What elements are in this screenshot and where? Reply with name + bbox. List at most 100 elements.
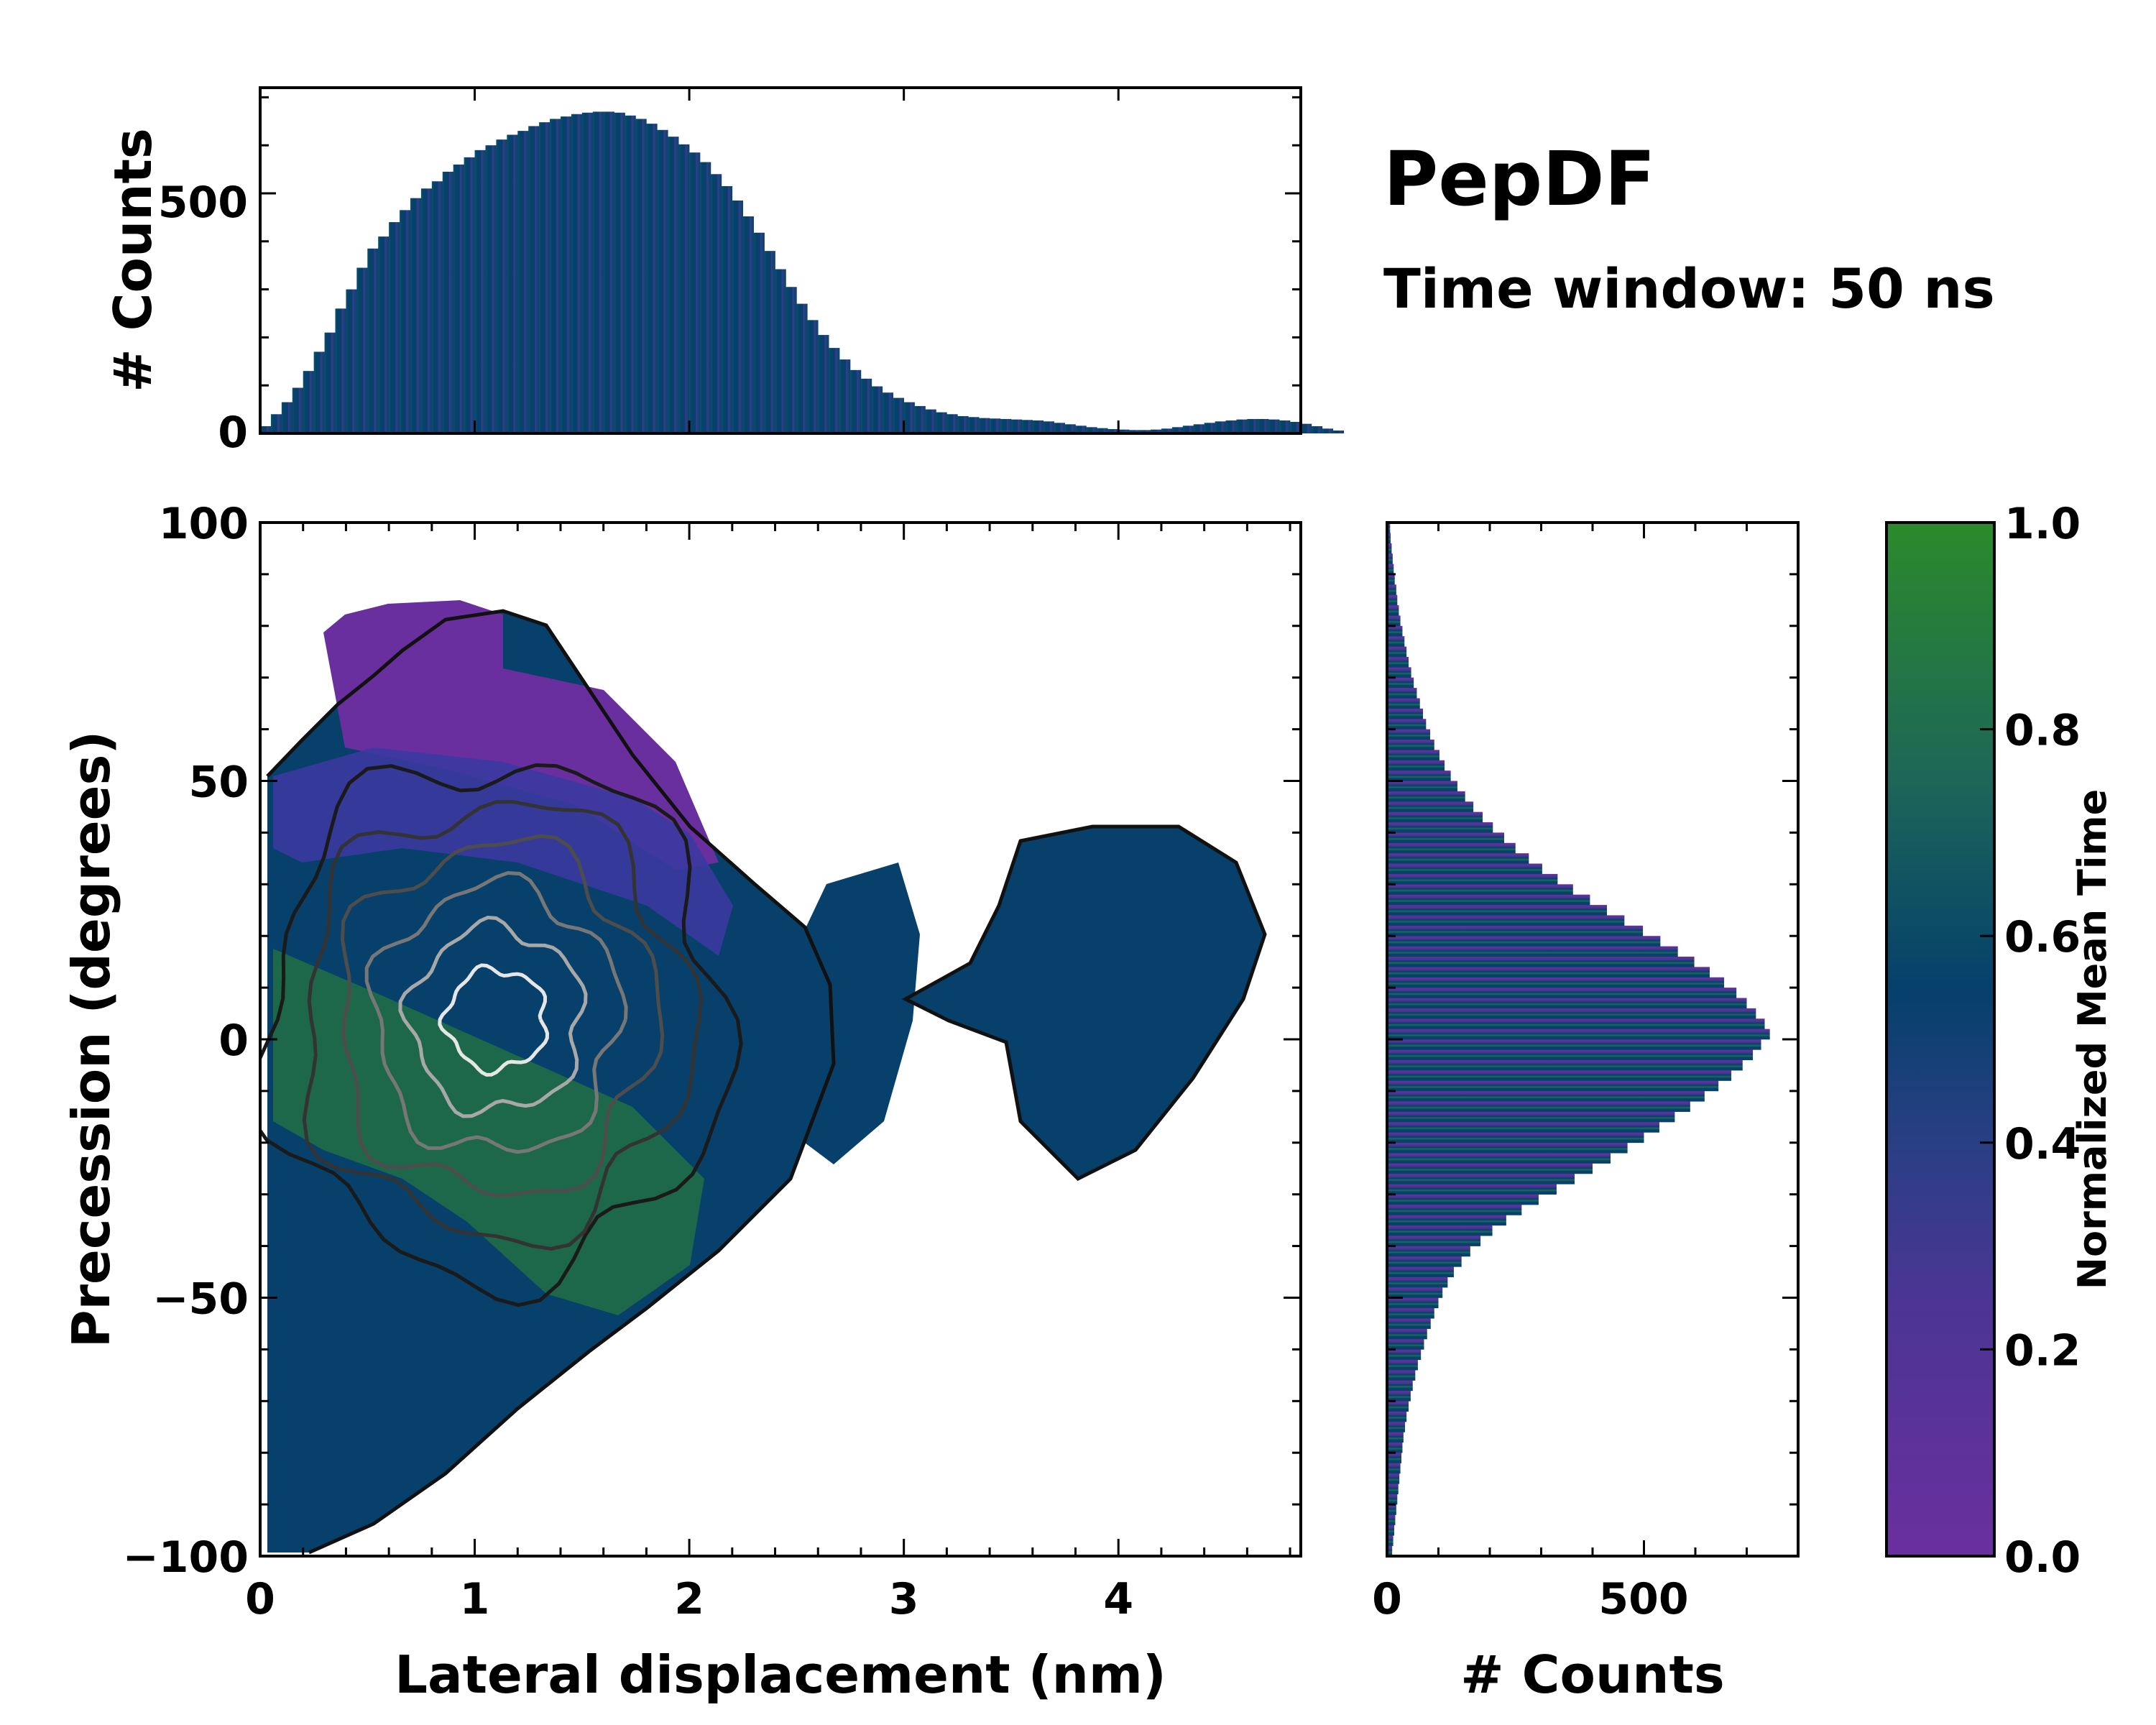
- top-histogram-bar: [1171, 427, 1184, 433]
- right-histogram-bar: [1387, 1514, 1396, 1526]
- top-histogram-bar: [860, 378, 872, 433]
- main-xtick-label: 1: [460, 1574, 490, 1624]
- right-histogram-bar: [1387, 1236, 1481, 1246]
- right-histogram-bar: [1387, 1246, 1470, 1257]
- outer-contour-far-lobe: [901, 824, 1267, 1182]
- right-histogram-bar: [1387, 543, 1392, 554]
- right-histogram-bar: [1387, 925, 1644, 937]
- right-histogram-bar: [1387, 1297, 1439, 1309]
- top-histogram-bar: [313, 351, 325, 433]
- colorbar-tick-label: 0.8: [2004, 706, 2081, 756]
- right-histogram-bar: [1387, 1142, 1628, 1154]
- top-histogram-bar: [936, 412, 947, 433]
- top-histogram-bar: [732, 200, 744, 433]
- right-histogram-bar: [1387, 998, 1747, 1009]
- right-histogram-bar: [1387, 574, 1395, 585]
- right-histogram-bar: [1387, 584, 1396, 595]
- top-histogram-bar: [507, 134, 518, 433]
- right-histogram-bar: [1387, 739, 1434, 750]
- right-histogram-bars: [1387, 523, 1770, 1557]
- right-histogram-bar: [1387, 1453, 1402, 1463]
- top-histogram-bar: [925, 409, 936, 433]
- top-histogram-bar: [1140, 430, 1151, 433]
- main-xtick-labels: 0 1 2 3 4: [245, 1574, 1133, 1624]
- right-histogram-bar: [1387, 1463, 1401, 1474]
- top-histogram-bar: [700, 162, 711, 433]
- top-histogram-bar: [753, 232, 765, 433]
- top-histogram-bar: [496, 139, 507, 433]
- top-histogram-bar: [1086, 427, 1097, 433]
- top-histogram-bar: [882, 392, 894, 433]
- right-histogram-bar: [1387, 1215, 1506, 1226]
- outer-contour-main: [266, 609, 836, 1555]
- top-histogram-bars: [260, 111, 1345, 434]
- colorbar-tick-label: 1.0: [2004, 499, 2081, 549]
- main-xtick-label: 2: [674, 1574, 704, 1624]
- right-xtick-label: 500: [1598, 1574, 1688, 1624]
- top-histogram-bar: [657, 129, 668, 434]
- right-histogram-bar: [1387, 1287, 1443, 1298]
- main-xlabel: Lateral displacement (nm): [395, 1644, 1166, 1705]
- top-histogram-bar: [303, 371, 314, 433]
- right-histogram-bar: [1387, 646, 1407, 658]
- density-contour: [302, 800, 704, 1251]
- top-histogram-bar: [1043, 421, 1054, 433]
- chart-subtitle: Time window: 50 ns: [1383, 257, 1995, 321]
- right-histogram-bar: [1387, 1504, 1396, 1515]
- right-histogram-bar: [1387, 1029, 1770, 1040]
- top-histogram-bar: [442, 171, 454, 433]
- top-histogram-bar: [420, 188, 433, 433]
- right-histogram-bar: [1387, 1545, 1393, 1557]
- main-xtick-label: 3: [889, 1574, 919, 1624]
- right-histogram-bar: [1387, 873, 1558, 885]
- top-histogram-bar: [410, 198, 422, 433]
- top-histogram-frame: [259, 86, 1302, 435]
- right-histogram-bar: [1387, 1432, 1404, 1443]
- colorbar: 0.0 0.2 0.4 0.6 0.8 1.0 Normalized Mean Time: [1885, 499, 2115, 1583]
- right-histogram-bar: [1387, 1049, 1754, 1061]
- top-histogram-bar: [431, 181, 443, 434]
- top-histogram-bar: [346, 289, 357, 433]
- right-histogram-bar: [1387, 915, 1625, 926]
- right-histogram-bar: [1387, 988, 1737, 998]
- top-histogram-bar: [1182, 426, 1194, 433]
- top-histogram-ylabel: # Counts: [103, 128, 163, 392]
- top-ytick-label: 500: [158, 178, 248, 228]
- top-histogram-bar: [550, 119, 561, 433]
- top-histogram-bar: [1247, 418, 1258, 433]
- top-histogram-bar: [1225, 420, 1237, 433]
- right-histogram-bar: [1387, 1442, 1403, 1453]
- right-histogram-bar: [1387, 553, 1393, 564]
- right-histogram-bar: [1387, 698, 1420, 709]
- top-histogram-bar: [1204, 423, 1215, 433]
- density-region-upper-band: [273, 748, 733, 956]
- right-histogram-bar: [1387, 811, 1483, 823]
- right-histogram-bar: [1387, 1111, 1675, 1123]
- right-histogram-bar: [1387, 801, 1474, 812]
- density-contour: [340, 834, 665, 1198]
- right-histogram-bar: [1387, 1256, 1462, 1267]
- chart-title: PepDF: [1383, 135, 1656, 223]
- main-ytick-label: 50: [189, 758, 249, 808]
- top-histogram-bar: [957, 415, 969, 433]
- right-histogram-bar: [1387, 760, 1445, 771]
- right-histogram-bar: [1387, 894, 1590, 906]
- top-histogram-bar: [1032, 420, 1044, 433]
- top-histogram-bar: [829, 348, 840, 433]
- main-plot-ticks: [259, 521, 1301, 1558]
- main-xtick-label: 4: [1103, 1574, 1133, 1624]
- right-histogram-bar: [1387, 615, 1401, 627]
- right-histogram-bar: [1387, 936, 1661, 947]
- top-histogram-bar: [1075, 426, 1087, 433]
- top-histogram-bar: [356, 267, 368, 433]
- colorbar-tick-label: 0.6: [2004, 912, 2081, 962]
- main-ylabel: Precession (degrees): [61, 731, 121, 1348]
- top-histogram-bar: [689, 152, 701, 433]
- top-histogram-bar: [1097, 428, 1108, 433]
- right-histogram-xlabel: # Counts: [1460, 1644, 1725, 1705]
- right-histogram-bar: [1387, 884, 1573, 895]
- top-histogram-bar: [614, 112, 625, 433]
- right-histogram-bar: [1387, 1484, 1399, 1495]
- right-histogram-bar: [1387, 1401, 1409, 1412]
